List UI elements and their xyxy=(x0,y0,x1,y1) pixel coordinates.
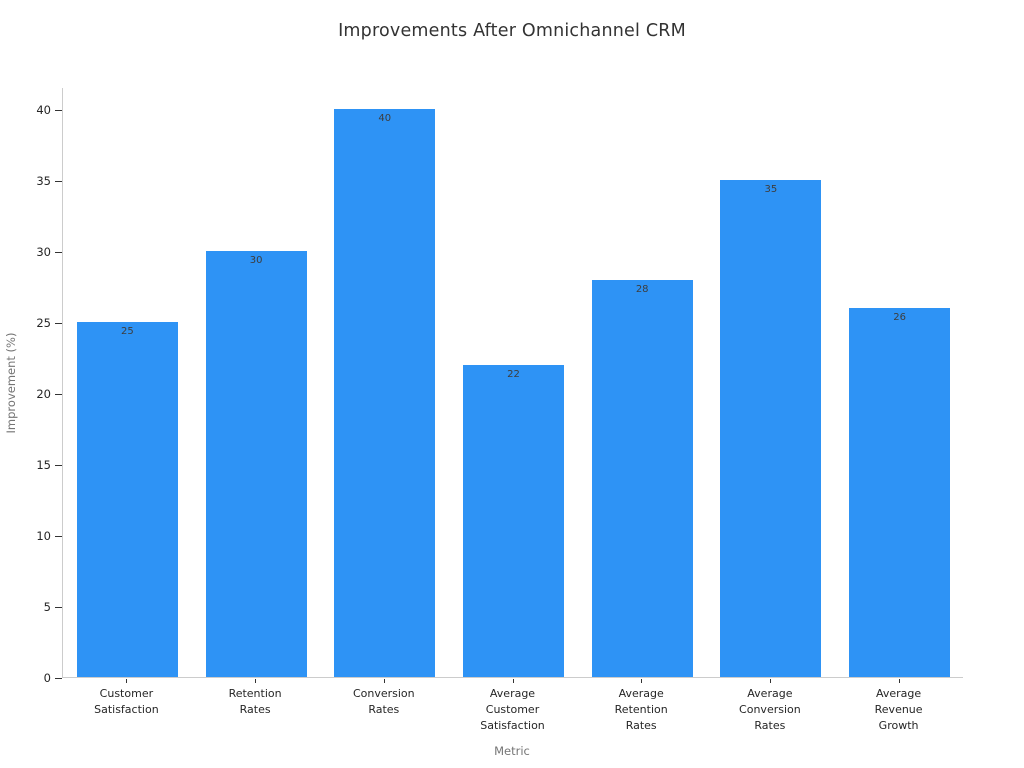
y-tick-label: 30 xyxy=(36,245,51,260)
x-tick-label: Average Retention Rates xyxy=(614,687,668,732)
y-axis-label: Improvement (%) xyxy=(4,332,18,434)
bar: 26 xyxy=(849,308,951,677)
y-tick-mark xyxy=(55,606,62,608)
y-tick-label: 10 xyxy=(36,529,51,544)
y-tick-mark xyxy=(55,535,62,537)
y-tick-mark xyxy=(55,251,62,253)
bar: 30 xyxy=(205,251,307,677)
bar: 40 xyxy=(334,109,436,677)
x-tick-mark xyxy=(769,679,771,683)
y-tick-label: 5 xyxy=(43,600,51,614)
x-tick-mark xyxy=(126,679,128,683)
y-tick-label: 20 xyxy=(36,387,51,402)
y-tick-mark xyxy=(55,109,62,111)
y-tick-label: 40 xyxy=(36,103,51,118)
x-tick-label: Customer Satisfaction xyxy=(94,687,159,716)
x-tick-label: Average Conversion Rates xyxy=(739,687,801,732)
x-tick-label: Conversion Rates xyxy=(352,687,415,716)
x-axis-label: Metric xyxy=(494,744,530,758)
y-tick-label: 35 xyxy=(36,174,51,189)
bar: 28 xyxy=(591,279,693,677)
y-tick-label: 25 xyxy=(36,316,51,331)
bar-value-label: 25 xyxy=(121,326,134,338)
y-tick-mark xyxy=(55,464,62,466)
bar-value-label: 22 xyxy=(507,368,520,380)
x-tick-label: Retention Rates xyxy=(228,687,282,716)
plot-area: 25 30 40 22 28 35 26 xyxy=(62,88,963,678)
x-tick-mark xyxy=(641,679,643,683)
x-tick-mark xyxy=(898,679,900,683)
chart-title: Improvements After Omnichannel CRM xyxy=(338,21,686,41)
bar-value-label: 35 xyxy=(764,184,778,196)
y-tick-mark xyxy=(55,180,62,182)
x-tick-mark xyxy=(383,679,385,683)
bar-value-label: 26 xyxy=(893,312,906,323)
y-tick-mark xyxy=(55,677,62,679)
bar: 25 xyxy=(76,322,178,677)
y-tick-mark xyxy=(55,322,62,324)
bar: 35 xyxy=(720,180,822,677)
bar-value-label: 30 xyxy=(249,255,263,267)
y-tick-label: 15 xyxy=(36,458,51,473)
bar: 22 xyxy=(463,364,564,677)
bar-value-label: 28 xyxy=(635,283,649,295)
x-tick-mark xyxy=(255,679,257,683)
y-tick-label: 0 xyxy=(43,671,51,685)
y-tick-mark xyxy=(55,393,62,395)
x-tick-mark xyxy=(512,679,514,683)
x-tick-label: Average Customer Satisfaction xyxy=(480,687,545,732)
x-tick-label: Average Revenue Growth xyxy=(874,687,923,732)
bar-value-label: 40 xyxy=(378,113,392,125)
